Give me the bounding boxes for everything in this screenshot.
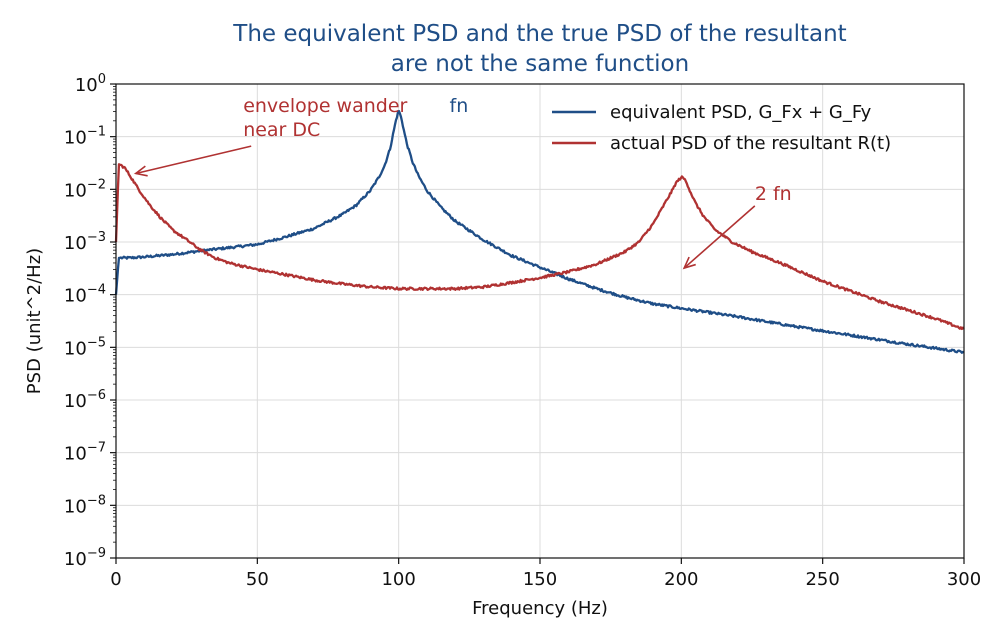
y-tick-label: 10−1 xyxy=(64,125,106,149)
y-tick-label: 10−3 xyxy=(64,230,106,254)
x-tick-label: 50 xyxy=(246,569,269,590)
y-tick-label: 10−9 xyxy=(64,546,106,570)
annotation-arrow-head xyxy=(133,165,148,177)
annotation-text: near DC xyxy=(243,119,320,141)
annotation-arrow-head xyxy=(682,256,696,270)
y-tick-label: 10−7 xyxy=(64,441,106,465)
y-tick-label: 10−8 xyxy=(64,493,106,517)
series-group xyxy=(114,109,965,354)
chart-title-line-1: The equivalent PSD and the true PSD of t… xyxy=(232,21,846,47)
y-tick-label: 10−6 xyxy=(64,388,106,412)
x-tick-label: 0 xyxy=(110,569,121,590)
annotation-text: fn xyxy=(450,95,469,117)
series-line-equivalent-psd xyxy=(114,109,965,354)
y-tick-label: 10−2 xyxy=(64,177,106,201)
legend: equivalent PSD, G_Fx + G_Fy actual PSD o… xyxy=(552,102,891,154)
annotation-text: 2 fn xyxy=(755,183,792,205)
y-tick-label: 10−4 xyxy=(64,283,106,307)
x-tick-label: 300 xyxy=(947,569,981,590)
x-tick-label: 100 xyxy=(381,569,415,590)
x-tick-label: 250 xyxy=(805,569,839,590)
chart-title-line-2: are not the same function xyxy=(391,51,689,77)
y-tick-label: 100 xyxy=(75,72,106,96)
legend-label-actual: actual PSD of the resultant R(t) xyxy=(610,133,891,154)
annotation-text: envelope wander xyxy=(243,95,407,117)
annotation-arrow-line xyxy=(683,205,756,269)
y-axis-label: PSD (unit^2/Hz) xyxy=(24,248,45,394)
x-tick-label: 200 xyxy=(664,569,698,590)
x-axis-label: Frequency (Hz) xyxy=(472,598,608,619)
legend-label-equivalent: equivalent PSD, G_Fx + G_Fy xyxy=(610,102,872,123)
y-tick-label: 10−5 xyxy=(64,335,106,359)
series-line-actual-psd xyxy=(114,163,965,331)
x-tick-label: 150 xyxy=(523,569,557,590)
annotation-arrow-line xyxy=(135,145,252,175)
axis-ticks: 0 50 100 150 200 250 300 100 10−1 10−2 10−3 10−4 10−… xyxy=(64,72,981,590)
grid xyxy=(115,83,965,559)
